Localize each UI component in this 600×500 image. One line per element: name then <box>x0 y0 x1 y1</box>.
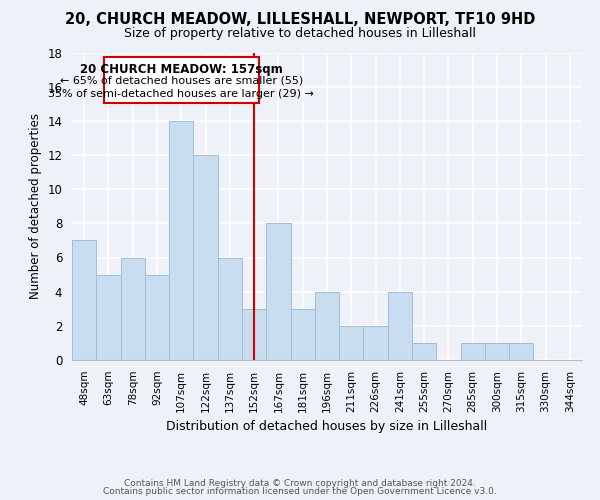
Bar <box>509 343 533 360</box>
Text: Contains public sector information licensed under the Open Government Licence v3: Contains public sector information licen… <box>103 487 497 496</box>
Bar <box>388 292 412 360</box>
Bar <box>145 274 169 360</box>
Bar <box>461 343 485 360</box>
Bar <box>485 343 509 360</box>
Bar <box>339 326 364 360</box>
Bar <box>242 308 266 360</box>
Text: Size of property relative to detached houses in Lilleshall: Size of property relative to detached ho… <box>124 28 476 40</box>
Text: Contains HM Land Registry data © Crown copyright and database right 2024.: Contains HM Land Registry data © Crown c… <box>124 478 476 488</box>
Bar <box>364 326 388 360</box>
Text: ← 65% of detached houses are smaller (55): ← 65% of detached houses are smaller (55… <box>59 76 303 86</box>
Bar <box>315 292 339 360</box>
Text: 20 CHURCH MEADOW: 157sqm: 20 CHURCH MEADOW: 157sqm <box>80 63 283 76</box>
Y-axis label: Number of detached properties: Number of detached properties <box>29 114 42 299</box>
Text: 20, CHURCH MEADOW, LILLESHALL, NEWPORT, TF10 9HD: 20, CHURCH MEADOW, LILLESHALL, NEWPORT, … <box>65 12 535 28</box>
Text: 35% of semi-detached houses are larger (29) →: 35% of semi-detached houses are larger (… <box>49 89 314 99</box>
Bar <box>121 258 145 360</box>
Bar <box>290 308 315 360</box>
X-axis label: Distribution of detached houses by size in Lilleshall: Distribution of detached houses by size … <box>166 420 488 433</box>
Bar <box>266 224 290 360</box>
Bar <box>218 258 242 360</box>
Bar <box>169 121 193 360</box>
FancyBboxPatch shape <box>104 57 259 103</box>
Bar <box>193 155 218 360</box>
Bar <box>96 274 121 360</box>
Bar <box>72 240 96 360</box>
Bar <box>412 343 436 360</box>
